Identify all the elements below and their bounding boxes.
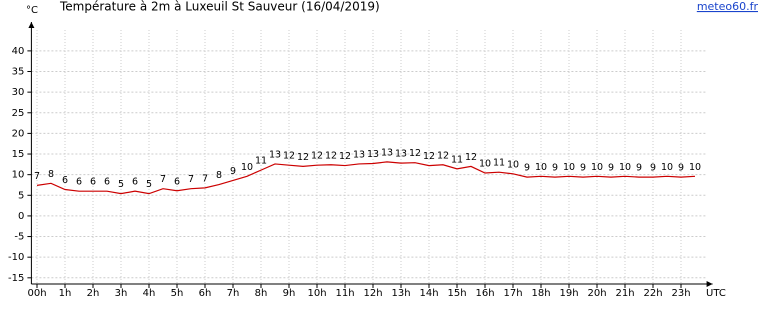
y-tick-label: 30 <box>12 87 25 98</box>
data-label: 10 <box>661 162 673 173</box>
data-label: 13 <box>395 149 407 160</box>
data-label: 5 <box>146 179 152 190</box>
data-label: 10 <box>507 159 519 170</box>
data-label: 7 <box>202 173 208 184</box>
data-label: 9 <box>650 163 656 174</box>
x-tick-label: 17h <box>503 288 522 299</box>
y-tick-label: 40 <box>12 46 25 57</box>
data-label: 12 <box>465 152 477 163</box>
data-label: 12 <box>409 148 421 159</box>
data-label: 12 <box>283 151 295 162</box>
data-label: 6 <box>76 177 82 188</box>
data-label: 10 <box>619 162 631 173</box>
data-label: 13 <box>367 149 379 160</box>
y-tick-label: 15 <box>12 149 25 160</box>
y-tick-label: 20 <box>12 128 25 139</box>
data-label: 13 <box>269 149 281 160</box>
data-label: 13 <box>353 149 365 160</box>
data-label: 12 <box>325 150 337 161</box>
x-tick-label: 18h <box>531 288 550 299</box>
x-tick-label: 2h <box>87 288 100 299</box>
data-label: 10 <box>689 162 701 173</box>
x-tick-label: 19h <box>559 288 578 299</box>
data-label: 10 <box>479 159 491 170</box>
data-label: 10 <box>241 162 253 173</box>
x-axis-arrow <box>706 281 713 287</box>
x-tick-label: 6h <box>199 288 212 299</box>
data-label: 9 <box>580 163 586 174</box>
data-label: 9 <box>524 163 530 174</box>
y-tick-label: 5 <box>18 190 24 201</box>
y-tick-label: -10 <box>8 252 24 263</box>
x-tick-label: 12h <box>363 288 382 299</box>
chart-title: Température à 2m à Luxeuil St Sauveur (1… <box>59 0 380 14</box>
data-label: 12 <box>423 151 435 162</box>
x-tick-label: 00h <box>27 288 46 299</box>
x-tick-label: 3h <box>115 288 128 299</box>
x-tick-label: 23h <box>671 288 690 299</box>
x-tick-label: 7h <box>227 288 240 299</box>
data-label: 11 <box>255 156 267 167</box>
data-label: 7 <box>34 171 40 182</box>
data-label: 12 <box>311 151 323 162</box>
y-tick-label: 0 <box>18 211 24 222</box>
x-tick-label: 20h <box>587 288 606 299</box>
y-tick-label: 25 <box>12 108 25 119</box>
data-label: 8 <box>216 170 222 181</box>
x-tick-label: 10h <box>307 288 326 299</box>
x-tick-label: 4h <box>143 288 156 299</box>
data-label: 6 <box>62 175 68 186</box>
data-label: 6 <box>132 177 138 188</box>
data-label: 9 <box>230 166 236 177</box>
data-label: 10 <box>563 162 575 173</box>
x-tick-label: 11h <box>335 288 354 299</box>
site-link[interactable]: meteo60.fr <box>697 0 759 13</box>
y-tick-label: 35 <box>12 67 25 78</box>
x-axis-label: UTC <box>706 288 726 299</box>
data-label: 13 <box>381 147 393 158</box>
y-tick-label: 10 <box>12 170 25 181</box>
x-tick-label: 9h <box>283 288 296 299</box>
y-tick-label: -15 <box>8 273 24 284</box>
data-label: 6 <box>90 177 96 188</box>
data-label: 11 <box>493 158 505 169</box>
data-label: 10 <box>535 162 547 173</box>
data-label: 12 <box>437 150 449 161</box>
data-label: 9 <box>608 163 614 174</box>
x-tick-label: 21h <box>615 288 634 299</box>
data-label: 8 <box>48 169 54 180</box>
data-label: 7 <box>188 174 194 185</box>
x-tick-label: 15h <box>447 288 466 299</box>
y-axis-arrow <box>28 22 35 28</box>
data-label: 6 <box>104 177 110 188</box>
temperature-line <box>36 161 696 195</box>
y-tick-label: -5 <box>14 232 24 243</box>
data-label: 7 <box>160 174 166 185</box>
data-label: 9 <box>678 163 684 174</box>
data-label: 12 <box>297 152 309 163</box>
data-label: 10 <box>591 162 603 173</box>
x-tick-label: 22h <box>643 288 662 299</box>
data-label: 6 <box>174 176 180 187</box>
x-tick-label: 16h <box>475 288 494 299</box>
y-axis-label: °C <box>26 5 38 16</box>
x-tick-label: 1h <box>59 288 72 299</box>
data-label: 12 <box>339 151 351 162</box>
data-label: 11 <box>451 154 463 165</box>
data-label: 9 <box>552 163 558 174</box>
x-tick-label: 8h <box>255 288 268 299</box>
x-tick-label: 13h <box>391 288 410 299</box>
x-tick-label: 14h <box>419 288 438 299</box>
data-label: 9 <box>636 163 642 174</box>
x-tick-label: 5h <box>171 288 184 299</box>
data-label: 5 <box>118 179 124 190</box>
